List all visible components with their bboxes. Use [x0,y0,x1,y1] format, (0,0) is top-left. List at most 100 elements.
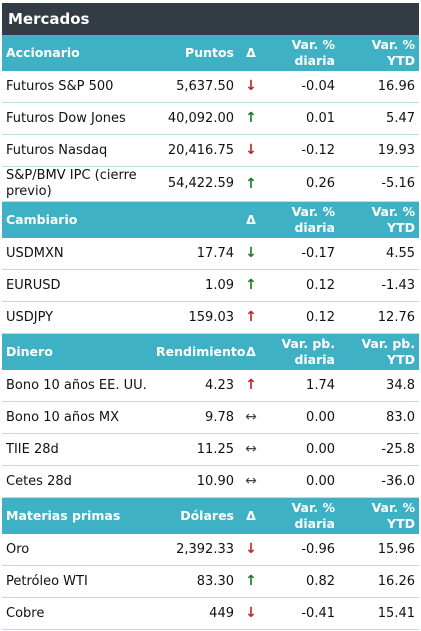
table-row: Oro 2,392.33 ↓ -0.96 15.96 [2,534,419,566]
instrument-name: TIIE 28d [2,433,152,466]
section-header: Cambiario Δ Var. % diaria Var. % YTD [2,201,419,238]
daily-change: 0.12 [264,269,339,302]
section-header: Dinero Rendimiento Δ Var. pb. diaria Var. pb… [2,333,419,370]
daily-change: -0.41 [264,597,339,630]
delta-header: Δ [238,201,264,238]
value-header: Puntos [152,35,238,71]
instrument-value: 9.78 [152,401,238,434]
section-name: Dinero [2,333,152,370]
ytd-change: -36.0 [339,465,419,498]
instrument-value: 17.74 [152,238,238,270]
direction-arrow-icon: ↑ [238,269,264,302]
instrument-value: 11.25 [152,433,238,466]
table-row: EURUSD 1.09 ↑ 0.12 -1.43 [2,269,419,302]
direction-arrow-icon: ↑ [238,166,264,202]
instrument-name: Cobre [2,597,152,630]
table-row: USDJPY 159.03 ↑ 0.12 12.76 [2,301,419,334]
section-name: Cambiario [2,201,152,238]
daily-change: 0.12 [264,301,339,334]
direction-arrow-icon: ↑ [238,102,264,135]
instrument-value: 1.09 [152,269,238,302]
section-header: Accionario Puntos Δ Var. % diaria Var. % YTD [2,35,419,71]
table-row: Futuros Dow Jones 40,092.00 ↑ 0.01 5.47 [2,102,419,135]
daily-change: 0.00 [264,465,339,498]
ytd-change: 34.8 [339,370,419,402]
instrument-value: 40,092.00 [152,102,238,135]
instrument-value: 54,422.59 [152,166,238,202]
panel-title: Mercados [2,3,419,35]
direction-arrow-icon: ↑ [238,370,264,402]
instrument-value: 159.03 [152,301,238,334]
direction-arrow-icon: ↓ [238,597,264,630]
table-row: Cetes 28d 10.90 ↔ 0.00 -36.0 [2,465,419,498]
daily-header: Var. % diaria [264,201,339,238]
ytd-change: -25.8 [339,433,419,466]
daily-change: -0.17 [264,238,339,270]
table-row: TIIE 28d 11.25 ↔ 0.00 -25.8 [2,433,419,466]
daily-header: Var. pb. diaria [264,333,339,370]
daily-header: Var. % diaria [264,35,339,71]
instrument-name: S&P/BMV IPC (cierre previo) [2,166,152,202]
ytd-header: Var. pb. YTD [339,333,419,370]
ytd-change: 5.47 [339,102,419,135]
ytd-change: 4.55 [339,238,419,270]
ytd-header: Var. % YTD [339,35,419,71]
table-row: Futuros Nasdaq 20,416.75 ↓ -0.12 19.93 [2,134,419,167]
table-row: USDMXN 17.74 ↓ -0.17 4.55 [2,238,419,270]
markets-table: Accionario Puntos Δ Var. % diaria Var. % YTD… [2,35,419,630]
table-row: Bono 10 años MX 9.78 ↔ 0.00 83.0 [2,401,419,434]
direction-arrow-icon: ↓ [238,238,264,270]
instrument-name: Futuros Dow Jones [2,102,152,135]
direction-arrow-icon: ↔ [238,465,264,498]
instrument-value: 449 [152,597,238,630]
markets-panel: Mercados Accionario Puntos Δ Var. % diaria V… [2,3,419,630]
instrument-value: 83.30 [152,565,238,598]
section-name: Materias primas [2,497,152,534]
delta-header: Δ [238,497,264,534]
daily-header: Var. % diaria [264,497,339,534]
daily-change: -0.12 [264,134,339,167]
ytd-change: 15.41 [339,597,419,630]
ytd-change: -1.43 [339,269,419,302]
direction-arrow-icon: ↑ [238,301,264,334]
ytd-change: -5.16 [339,166,419,202]
ytd-change: 12.76 [339,301,419,334]
ytd-header: Var. % YTD [339,201,419,238]
instrument-name: EURUSD [2,269,152,302]
instrument-value: 10.90 [152,465,238,498]
daily-change: 0.26 [264,166,339,202]
table-row: Futuros S&P 500 5,637.50 ↓ -0.04 16.96 [2,71,419,103]
section-name: Accionario [2,35,152,71]
daily-change: 1.74 [264,370,339,402]
direction-arrow-icon: ↔ [238,433,264,466]
instrument-name: Oro [2,534,152,566]
table-row: Cobre 449 ↓ -0.41 15.41 [2,597,419,630]
table-row: Petróleo WTI 83.30 ↑ 0.82 16.26 [2,565,419,598]
delta-header: Δ [238,333,264,370]
instrument-name: Petróleo WTI [2,565,152,598]
delta-header: Δ [238,35,264,71]
instrument-value: 5,637.50 [152,71,238,103]
direction-arrow-icon: ↓ [238,71,264,103]
instrument-name: Futuros S&P 500 [2,71,152,103]
instrument-name: USDMXN [2,238,152,270]
instrument-name: USDJPY [2,301,152,334]
ytd-change: 83.0 [339,401,419,434]
daily-change: -0.04 [264,71,339,103]
direction-arrow-icon: ↔ [238,401,264,434]
instrument-name: Bono 10 años EE. UU. [2,370,152,402]
ytd-change: 16.96 [339,71,419,103]
value-header [152,201,238,238]
daily-change: 0.00 [264,401,339,434]
instrument-value: 2,392.33 [152,534,238,566]
daily-change: 0.01 [264,102,339,135]
ytd-header: Var. % YTD [339,497,419,534]
instrument-value: 4.23 [152,370,238,402]
direction-arrow-icon: ↑ [238,565,264,598]
table-row: S&P/BMV IPC (cierre previo) 54,422.59 ↑ 0.2… [2,166,419,202]
ytd-change: 19.93 [339,134,419,167]
value-header: Dólares [152,497,238,534]
direction-arrow-icon: ↓ [238,134,264,167]
daily-change: -0.96 [264,534,339,566]
instrument-value: 20,416.75 [152,134,238,167]
